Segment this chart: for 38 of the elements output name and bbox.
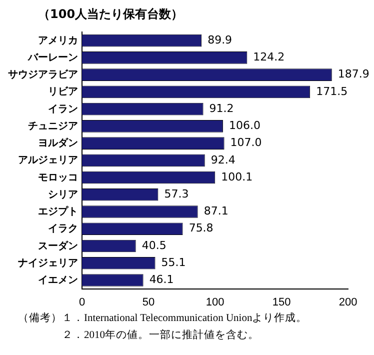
text: ２．2010年の値。一部に推計値を含む。 bbox=[62, 330, 259, 341]
y-tick-label: シリア bbox=[48, 189, 78, 200]
y-tick-label: イエメン bbox=[38, 274, 78, 286]
y-tick-label: アルジェリア bbox=[18, 155, 78, 166]
data-label: 89.9 bbox=[208, 33, 232, 46]
data-label: 124.2 bbox=[253, 50, 285, 64]
y-tick-label: エジプト bbox=[38, 206, 78, 218]
chart-title: （100人当たり保有台数） bbox=[38, 6, 184, 23]
data-label: 55.1 bbox=[161, 256, 186, 269]
data-label: 107.0 bbox=[230, 136, 262, 150]
y-tick-label: アメリカ bbox=[38, 35, 78, 46]
y-tick-label: イラク bbox=[48, 224, 78, 235]
data-label: 187.9 bbox=[338, 68, 370, 81]
y-tick-label: チュニジア bbox=[28, 120, 78, 132]
y-tick-label: サウジアラビア bbox=[8, 68, 78, 81]
y-tick-label: リビア bbox=[48, 86, 78, 98]
y-tick-label: ナイジェリア bbox=[18, 258, 78, 269]
text: （備考）１．International Telecommunication Unionより作成。 bbox=[18, 313, 308, 324]
y-tick-label: モロッコ bbox=[38, 172, 78, 184]
y-tick-label: ヨルダン bbox=[38, 137, 78, 150]
data-label: 40.5 bbox=[142, 238, 166, 252]
x-tick-label: 150 bbox=[272, 296, 291, 308]
data-label: 75.8 bbox=[188, 222, 214, 235]
data-label: 100.1 bbox=[221, 170, 253, 184]
x-tick-label: 100 bbox=[206, 296, 224, 308]
y-tick-label: スーダン bbox=[38, 240, 78, 252]
x-tick-label: 0 bbox=[78, 296, 86, 308]
x-tick-label: 50 bbox=[142, 296, 155, 308]
x-tick-label: 200 bbox=[338, 296, 358, 308]
data-label: 106.0 bbox=[228, 119, 260, 132]
data-label: 57.3 bbox=[164, 188, 189, 200]
data-label: 91.2 bbox=[209, 102, 234, 115]
y-tick-label: バーレーン bbox=[27, 52, 78, 64]
y-tick-label: イラン bbox=[48, 104, 78, 115]
data-label: 92.4 bbox=[210, 153, 236, 166]
data-label: 46.1 bbox=[149, 273, 174, 286]
data-label: 171.5 bbox=[316, 84, 348, 98]
data-label: 87.1 bbox=[204, 204, 228, 218]
